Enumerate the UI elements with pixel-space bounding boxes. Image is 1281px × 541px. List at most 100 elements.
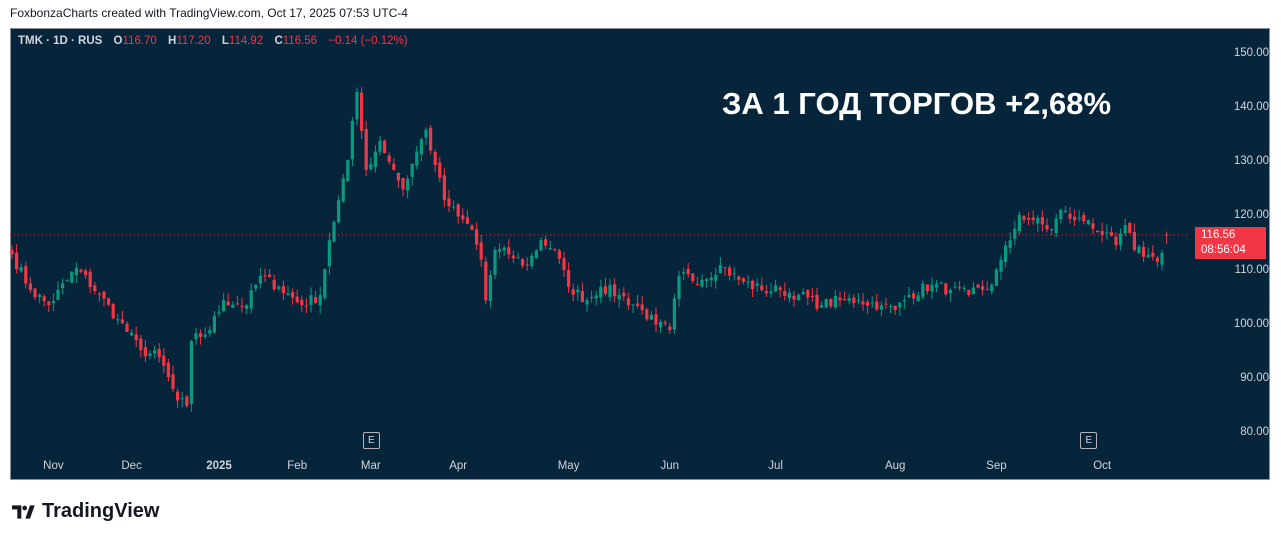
candle-body: [562, 258, 566, 271]
candle-body: [277, 286, 281, 289]
candle-body: [61, 283, 65, 289]
candle-body: [378, 140, 382, 152]
candle-body: [369, 164, 373, 170]
candle-body: [401, 178, 405, 190]
candle-body: [38, 294, 42, 298]
candle-body: [985, 289, 989, 291]
candle-body: [686, 268, 690, 275]
price-axis-label: 110.00: [1234, 263, 1269, 276]
chart-frame[interactable]: [10, 28, 1270, 480]
candle-body: [1036, 218, 1040, 224]
candle-body: [148, 353, 152, 356]
candle-body: [479, 242, 483, 260]
candle-body: [341, 178, 345, 202]
candle-body: [74, 267, 78, 276]
candle-body: [590, 296, 594, 298]
candle-body: [231, 304, 235, 308]
candle-body: [1077, 217, 1081, 219]
candle-body: [820, 305, 824, 308]
candle-body: [1155, 257, 1159, 262]
candle-body: [695, 283, 699, 285]
candle-body: [539, 240, 543, 251]
headline-annotation: ЗА 1 ГОД ТОРГОВ +2,68%: [722, 86, 1112, 121]
candle-body: [636, 303, 640, 306]
candle-body: [1013, 228, 1017, 239]
candle-body: [728, 267, 732, 276]
candle-body: [810, 295, 814, 297]
candle-body: [383, 140, 387, 153]
candle-body: [935, 283, 939, 288]
candle-body: [1031, 217, 1035, 221]
candle-body: [723, 267, 727, 269]
candle-body: [263, 275, 267, 277]
candle-body: [272, 279, 276, 290]
candle-body: [815, 294, 819, 309]
candle-body: [217, 312, 221, 314]
candle-body: [387, 155, 391, 162]
tradingview-logo-icon: [12, 504, 35, 519]
candle-body: [861, 301, 865, 305]
candle-body: [958, 287, 962, 289]
candle-body: [286, 293, 290, 295]
candle-body: [415, 151, 419, 166]
candle-body: [1151, 252, 1155, 257]
candle-body: [700, 279, 704, 287]
candle-body: [1022, 216, 1026, 220]
candle-body: [488, 275, 492, 302]
earnings-marker[interactable]: E: [1080, 432, 1098, 449]
candle-body: [649, 314, 653, 320]
low-label: L: [221, 35, 229, 47]
time-axis-label: Aug: [884, 460, 906, 472]
candle-body: [1146, 254, 1150, 258]
candle-body: [323, 269, 327, 298]
candle-body: [714, 274, 718, 281]
candle-body: [194, 333, 198, 339]
candle-body: [659, 321, 663, 328]
candle-body: [879, 305, 883, 310]
earnings-marker[interactable]: E: [362, 432, 380, 449]
candle-body: [1040, 216, 1044, 225]
candle-body: [355, 91, 359, 120]
symbol-legend: TMK · 1D · RUS O116.70 H117.20 L114.92 C…: [18, 35, 408, 47]
chart-credit: FoxbonzaCharts created with TradingView.…: [10, 6, 408, 20]
candle-body: [521, 259, 525, 266]
candle-body: [953, 286, 957, 288]
time-axis-label: Apr: [449, 460, 468, 472]
candle-body: [912, 293, 916, 299]
candle-body: [1027, 217, 1031, 220]
time-axis-label: May: [557, 460, 580, 472]
candle-body: [617, 294, 621, 300]
candle-body: [456, 204, 460, 217]
candle-body: [939, 282, 943, 284]
candle-body: [300, 299, 304, 306]
candle-body: [709, 277, 713, 281]
open-value: 116.70: [122, 35, 157, 47]
tradingview-logo[interactable]: TradingView: [12, 500, 159, 523]
candle-body: [792, 295, 796, 300]
candle-body: [364, 128, 368, 170]
symbol-label[interactable]: TMK · 1D · RUS: [18, 35, 103, 47]
candle-body: [240, 305, 244, 307]
candle-body: [314, 297, 318, 303]
candle-body: [631, 304, 635, 306]
candle-body: [42, 296, 46, 302]
candle-body: [755, 283, 759, 286]
candle-body: [438, 162, 442, 178]
candle-body: [866, 301, 870, 306]
candle-body: [1073, 216, 1077, 221]
candle-body: [1109, 232, 1113, 236]
candle-body: [668, 326, 672, 331]
candle-body: [640, 304, 644, 311]
candle-body: [447, 198, 451, 207]
candle-body: [580, 291, 584, 302]
candle-body: [484, 261, 488, 301]
candle-body: [475, 229, 479, 245]
close-value: 116.56: [282, 35, 318, 47]
open-label: O: [113, 35, 123, 47]
candle-body: [608, 284, 612, 297]
candle-body: [1132, 232, 1136, 250]
candle-body: [429, 127, 433, 151]
time-axis-label: Jul: [768, 460, 783, 472]
candle-body: [654, 314, 658, 325]
